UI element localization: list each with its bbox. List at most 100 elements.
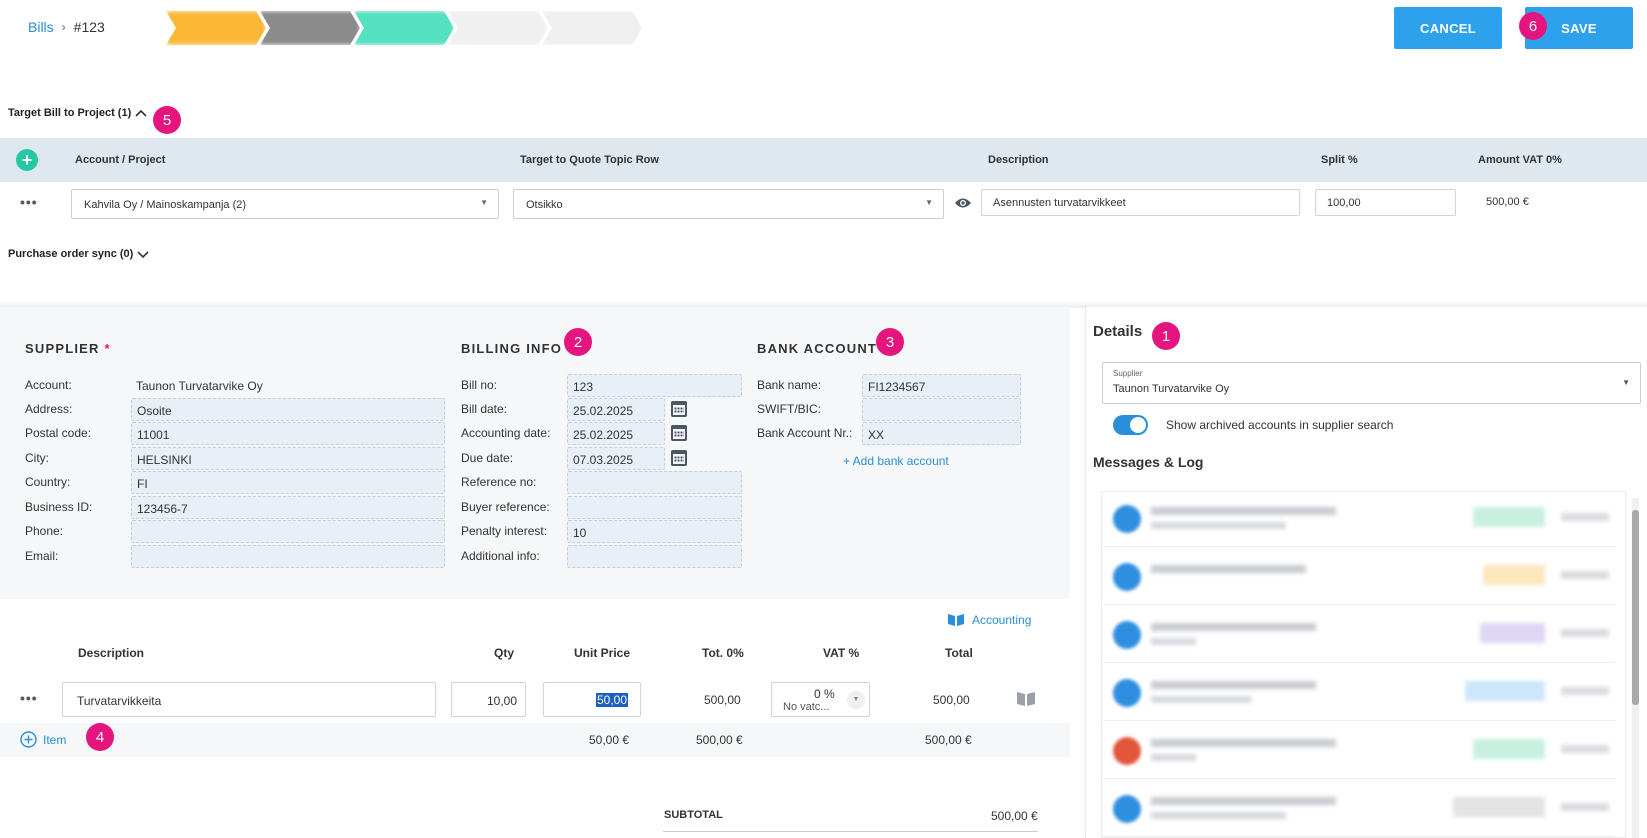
quote-row-select[interactable]: Otsikko ▼	[513, 189, 944, 219]
item-row-menu-icon[interactable]: •••	[20, 690, 38, 706]
details-title: Details	[1093, 323, 1143, 340]
unit-price-selected-text: 50,00	[595, 693, 628, 707]
target-section-toggle[interactable]: Target Bill to Project (1)	[8, 107, 147, 119]
messages-scrollbar[interactable]	[1632, 498, 1639, 838]
chevron-right-icon: ›	[61, 20, 66, 34]
bank-account-nr-label: Bank Account Nr.:	[757, 426, 853, 440]
marker-3: 3	[876, 328, 904, 356]
reference-no-field[interactable]	[567, 471, 742, 494]
sum-unit-price: 50,00 €	[589, 733, 630, 747]
supplier-account-value: Taunon Turvatarvike Oy	[136, 379, 263, 393]
caret-down-icon: ▼	[480, 198, 488, 207]
bill-date-field[interactable]: 25.02.2025	[567, 398, 665, 421]
due-date-label: Due date:	[461, 451, 514, 465]
marker-1: 1	[1152, 322, 1180, 350]
status-step[interactable]	[448, 11, 548, 45]
supplier-select-value: Taunon Turvatarvike Oy	[1113, 383, 1230, 395]
split-input[interactable]: 100,00	[1315, 189, 1456, 216]
log-row[interactable]	[1103, 781, 1615, 837]
status-step[interactable]	[166, 11, 266, 45]
calendar-icon[interactable]	[671, 450, 687, 466]
account-project-value: Kahvila Oy / Mainoskampanja (2)	[84, 199, 247, 211]
bank-name-field[interactable]: FI1234567	[862, 374, 1021, 397]
subtotal-divider	[663, 831, 1038, 832]
swift-label: SWIFT/BIC:	[757, 402, 821, 416]
col-quote-row: Target to Quote Topic Row	[520, 154, 659, 166]
log-row[interactable]	[1103, 607, 1615, 663]
item-col-tot0: Tot. 0%	[702, 646, 744, 660]
email-field[interactable]	[131, 545, 445, 568]
accounting-link[interactable]: Accounting	[947, 612, 1031, 627]
quote-row-value: Otsikko	[526, 199, 563, 211]
book-icon[interactable]	[1016, 690, 1036, 707]
item-tot0-value: 500,00	[704, 693, 741, 707]
log-row[interactable]	[1103, 549, 1615, 605]
item-qty-input[interactable]: 10,00	[451, 682, 526, 717]
add-row-button[interactable]: +	[16, 149, 38, 171]
log-row[interactable]	[1103, 491, 1615, 547]
status-step[interactable]	[542, 11, 642, 45]
log-row[interactable]	[1103, 665, 1615, 721]
log-row[interactable]	[1103, 723, 1615, 779]
business-id-field[interactable]: 123456-7	[131, 496, 445, 519]
description-input[interactable]: Asennusten turvatarvikkeet	[981, 189, 1300, 216]
status-step[interactable]	[354, 11, 454, 45]
calendar-icon[interactable]	[671, 401, 687, 417]
add-item-label: Item	[43, 732, 67, 747]
add-bank-account-link[interactable]: + Add bank account	[843, 454, 949, 468]
breadcrumb-bills-link[interactable]: Bills	[28, 19, 54, 35]
calendar-icon[interactable]	[671, 425, 687, 441]
item-vat-select[interactable]: 0 % No vatc... ▼	[771, 682, 870, 717]
swift-field[interactable]	[862, 398, 1021, 421]
bill-no-field[interactable]: 123	[567, 374, 742, 397]
breadcrumb: Bills › #123	[28, 19, 105, 35]
target-section-title: Target Bill to Project (1)	[8, 107, 132, 119]
bill-date-label: Bill date:	[461, 402, 508, 416]
supplier-select-label: Supplier	[1113, 369, 1143, 378]
col-description: Description	[988, 154, 1049, 166]
item-description-input[interactable]: Turvatarvikkeita	[62, 682, 436, 717]
po-sync-toggle[interactable]: Purchase order sync (0)	[8, 248, 149, 260]
supplier-select[interactable]: Supplier Taunon Turvatarvike Oy ▼	[1102, 362, 1641, 404]
vat-percent: 0 %	[814, 687, 835, 701]
avatar	[1113, 563, 1141, 591]
eye-icon[interactable]	[954, 197, 972, 209]
add-item-button[interactable]: Item	[20, 731, 66, 748]
city-field[interactable]: HELSINKI	[131, 447, 445, 470]
phone-field[interactable]	[131, 520, 445, 543]
email-label: Email:	[25, 549, 59, 563]
item-col-vat: VAT %	[823, 646, 860, 660]
address-field[interactable]: Osoite	[131, 398, 445, 421]
breadcrumb-current: #123	[73, 19, 105, 35]
row-menu-icon[interactable]: •••	[20, 194, 38, 210]
buyer-reference-field[interactable]	[567, 496, 742, 519]
cancel-button[interactable]: CANCEL	[1394, 7, 1502, 49]
scrollbar-thumb[interactable]	[1632, 510, 1639, 705]
bill-no-label: Bill no:	[461, 378, 498, 392]
target-table-header: + Account / Project Target to Quote Topi…	[0, 138, 1647, 182]
penalty-interest-field[interactable]: 10	[567, 520, 742, 543]
item-col-description: Description	[78, 646, 145, 660]
caret-down-icon: ▼	[1622, 378, 1630, 387]
chevron-down-icon	[137, 251, 149, 259]
status-step[interactable]	[260, 11, 360, 45]
archived-accounts-label: Show archived accounts in supplier searc…	[1166, 418, 1394, 432]
additional-info-field[interactable]	[567, 545, 742, 568]
avatar	[1113, 505, 1141, 533]
messages-log-title: Messages & Log	[1093, 454, 1204, 470]
postal-code-field[interactable]: 11001	[131, 422, 445, 445]
bank-account-nr-field[interactable]: XX	[862, 422, 1021, 445]
accounting-date-label: Accounting date:	[461, 426, 551, 440]
caret-down-icon: ▼	[925, 198, 933, 207]
items-footer	[0, 723, 1070, 757]
item-unit-price-input[interactable]: 50,00	[543, 682, 641, 717]
chevron-up-icon	[135, 109, 147, 117]
account-project-select[interactable]: Kahvila Oy / Mainoskampanja (2) ▼	[71, 189, 499, 219]
due-date-field[interactable]: 07.03.2025	[567, 447, 665, 470]
sum-tot0: 500,00 €	[696, 733, 743, 747]
country-field[interactable]: FI	[131, 471, 445, 494]
col-split: Split %	[1321, 154, 1358, 166]
accounting-date-field[interactable]: 25.02.2025	[567, 422, 665, 445]
archived-accounts-toggle[interactable]	[1113, 415, 1148, 435]
chevron-down-icon: ▼	[847, 691, 865, 709]
